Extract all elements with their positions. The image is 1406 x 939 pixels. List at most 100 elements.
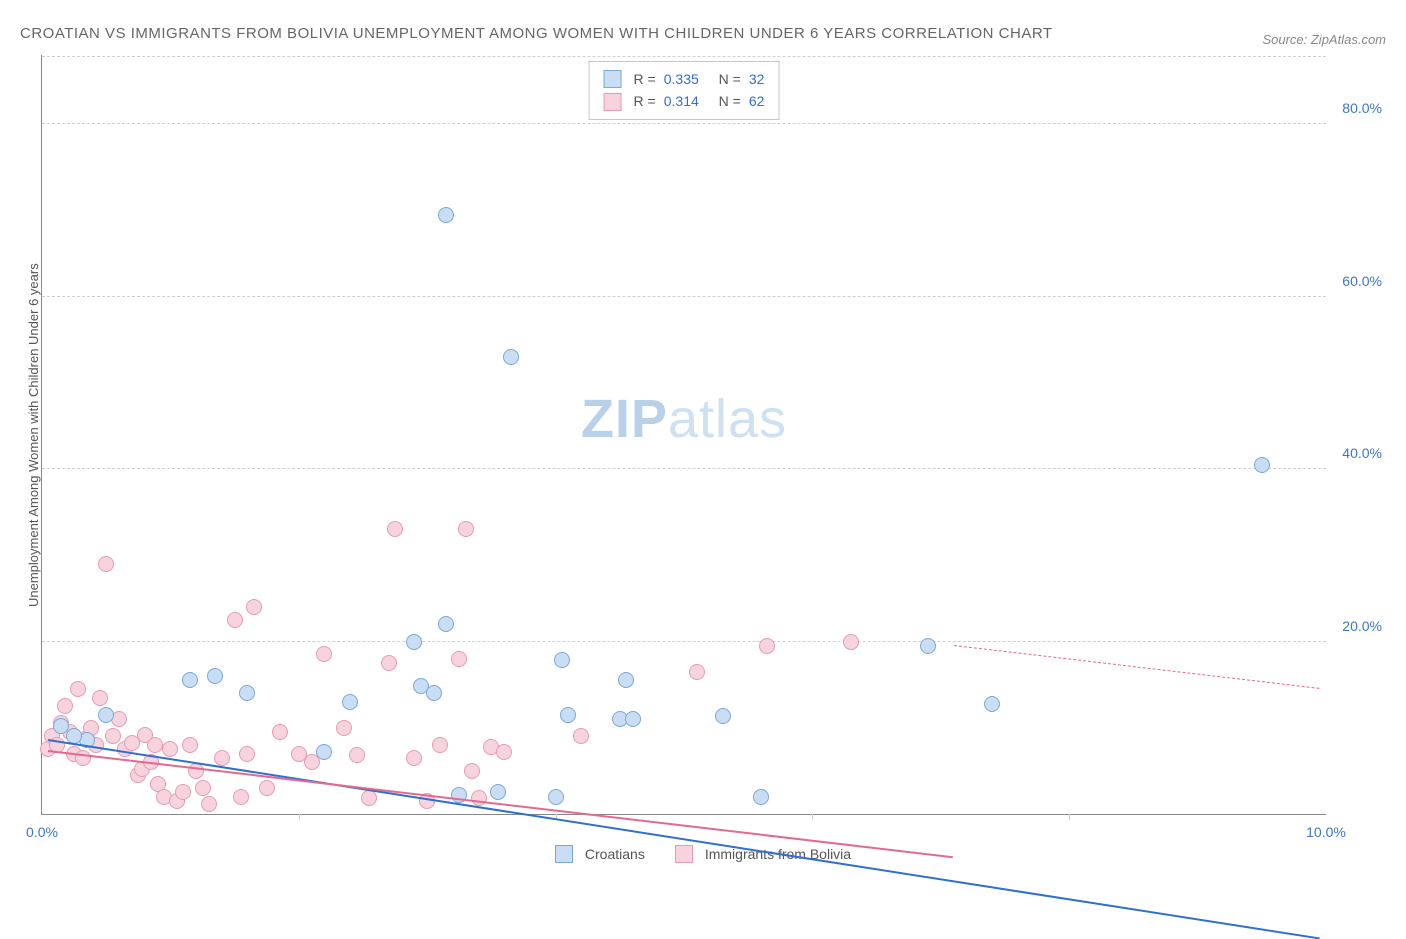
- legend-item-a: Croatians: [555, 845, 645, 863]
- data-point: [57, 698, 73, 714]
- data-point: [548, 789, 564, 805]
- chart-header: CROATIAN VS IMMIGRANTS FROM BOLIVIA UNEM…: [20, 20, 1386, 47]
- y-axis-label: Unemployment Among Women with Children U…: [20, 55, 41, 815]
- swatch-b-icon: [675, 845, 693, 863]
- data-point: [207, 668, 223, 684]
- watermark-bold: ZIP: [581, 389, 668, 449]
- data-point: [406, 750, 422, 766]
- data-point: [182, 672, 198, 688]
- data-point: [98, 707, 114, 723]
- data-point: [753, 789, 769, 805]
- data-point: [438, 616, 454, 632]
- right-margin: [1326, 55, 1386, 815]
- data-point: [984, 696, 1000, 712]
- data-point: [188, 763, 204, 779]
- data-point: [451, 651, 467, 667]
- data-point: [458, 521, 474, 537]
- data-point: [195, 780, 211, 796]
- x-tick: [812, 814, 813, 820]
- data-point: [843, 634, 859, 650]
- trend-line: [48, 739, 1319, 939]
- data-point: [426, 685, 442, 701]
- data-point: [214, 750, 230, 766]
- data-point: [715, 708, 731, 724]
- data-point: [381, 655, 397, 671]
- data-point: [438, 207, 454, 223]
- data-point: [147, 737, 163, 753]
- swatch-b: [604, 93, 622, 111]
- data-point: [406, 634, 422, 650]
- data-point: [554, 652, 570, 668]
- n-value-b: 62: [749, 90, 765, 112]
- y-tick-label: 60.0%: [1342, 273, 1382, 289]
- data-point: [162, 741, 178, 757]
- data-point: [490, 784, 506, 800]
- data-point: [201, 796, 217, 812]
- data-point: [471, 790, 487, 806]
- data-point: [182, 737, 198, 753]
- y-tick-label: 40.0%: [1342, 445, 1382, 461]
- watermark: ZIPatlas: [581, 388, 787, 450]
- data-point: [573, 728, 589, 744]
- r-label: R =: [634, 68, 656, 90]
- data-point: [464, 763, 480, 779]
- chart-source: Source: ZipAtlas.com: [1262, 32, 1386, 47]
- x-tick: [299, 814, 300, 820]
- y-tick-label: 20.0%: [1342, 618, 1382, 634]
- n-value-a: 32: [749, 68, 765, 90]
- data-point: [387, 521, 403, 537]
- r-label: R =: [634, 90, 656, 112]
- gridline-h: [42, 123, 1326, 124]
- gridline-h: [42, 641, 1326, 642]
- data-point: [92, 690, 108, 706]
- r-value-b: 0.314: [664, 90, 699, 112]
- data-point: [239, 746, 255, 762]
- data-point: [272, 724, 288, 740]
- data-point: [98, 556, 114, 572]
- data-point: [496, 744, 512, 760]
- data-point: [70, 681, 86, 697]
- legend-label-a: Croatians: [585, 846, 645, 862]
- gridline-h: [42, 296, 1326, 297]
- gridline-h: [42, 56, 1326, 57]
- series-legend: Croatians Immigrants from Bolivia: [20, 845, 1386, 863]
- trend-line: [954, 645, 1320, 689]
- data-point: [105, 728, 121, 744]
- x-tick-label: 0.0%: [26, 824, 58, 840]
- data-point: [920, 638, 936, 654]
- swatch-a-icon: [555, 845, 573, 863]
- y-tick-label: 80.0%: [1342, 100, 1382, 116]
- data-point: [1254, 457, 1270, 473]
- swatch-a: [604, 70, 622, 88]
- data-point: [349, 747, 365, 763]
- data-point: [336, 720, 352, 736]
- data-point: [259, 780, 275, 796]
- chart-title: CROATIAN VS IMMIGRANTS FROM BOLIVIA UNEM…: [20, 20, 1053, 47]
- data-point: [432, 737, 448, 753]
- data-point: [759, 638, 775, 654]
- x-tick-label: 10.0%: [1306, 824, 1346, 840]
- legend-row-b: R = 0.314 N = 62: [604, 90, 765, 112]
- data-point: [175, 784, 191, 800]
- data-point: [227, 612, 243, 628]
- r-value-a: 0.335: [664, 68, 699, 90]
- data-point: [316, 646, 332, 662]
- plot-area: ZIPatlas R = 0.335 N = 32 R = 0.314 N =: [41, 55, 1326, 815]
- data-point: [618, 672, 634, 688]
- chart-container: CROATIAN VS IMMIGRANTS FROM BOLIVIA UNEM…: [20, 20, 1386, 863]
- gridline-h: [42, 468, 1326, 469]
- n-label: N =: [719, 90, 741, 112]
- x-tick: [1069, 814, 1070, 820]
- correlation-legend: R = 0.335 N = 32 R = 0.314 N = 62: [589, 61, 780, 120]
- data-point: [625, 711, 641, 727]
- data-point: [246, 599, 262, 615]
- data-point: [342, 694, 358, 710]
- data-point: [239, 685, 255, 701]
- data-point: [233, 789, 249, 805]
- legend-row-a: R = 0.335 N = 32: [604, 68, 765, 90]
- data-point: [560, 707, 576, 723]
- data-point: [75, 750, 91, 766]
- data-point: [503, 349, 519, 365]
- data-point: [316, 744, 332, 760]
- data-point: [689, 664, 705, 680]
